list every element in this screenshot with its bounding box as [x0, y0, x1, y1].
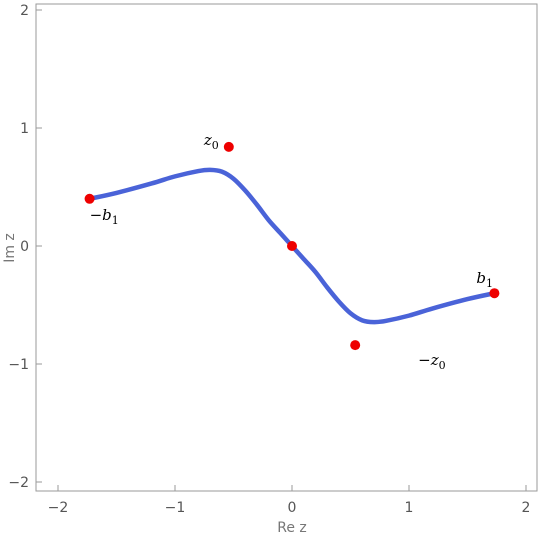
y-tick-label: 1 — [20, 121, 29, 137]
tick-marks — [36, 9, 527, 491]
data-point — [350, 340, 361, 351]
point-labels: −b1 z0 −z0 b1 — [90, 131, 493, 372]
y-tick-label: −1 — [8, 357, 29, 373]
y-tick-label: 0 — [20, 239, 29, 255]
point-label: −b1 — [90, 206, 119, 227]
points-layer — [84, 141, 500, 351]
x-tick-label: 1 — [405, 500, 414, 516]
data-point — [287, 241, 297, 251]
y-tick-label: 2 — [20, 3, 29, 19]
point-label: −z0 — [418, 351, 445, 372]
data-point — [84, 193, 95, 204]
point-label: z0 — [203, 131, 219, 152]
x-tick-label: −2 — [48, 500, 69, 516]
data-point — [223, 141, 234, 152]
data-point — [489, 288, 500, 299]
x-axis-label: Re z — [277, 520, 307, 536]
x-tick-label: 2 — [522, 500, 531, 516]
y-tick-label: −2 — [8, 475, 29, 491]
tick-labels: −2 −1 0 1 2 −2 −1 0 1 2 — [8, 3, 530, 516]
y-axis-label: Im z — [2, 233, 18, 263]
plot-frame — [35, 3, 538, 492]
x-tick-label: 0 — [288, 500, 297, 516]
x-tick-label: −1 — [165, 500, 186, 516]
point-label: b1 — [476, 269, 493, 290]
